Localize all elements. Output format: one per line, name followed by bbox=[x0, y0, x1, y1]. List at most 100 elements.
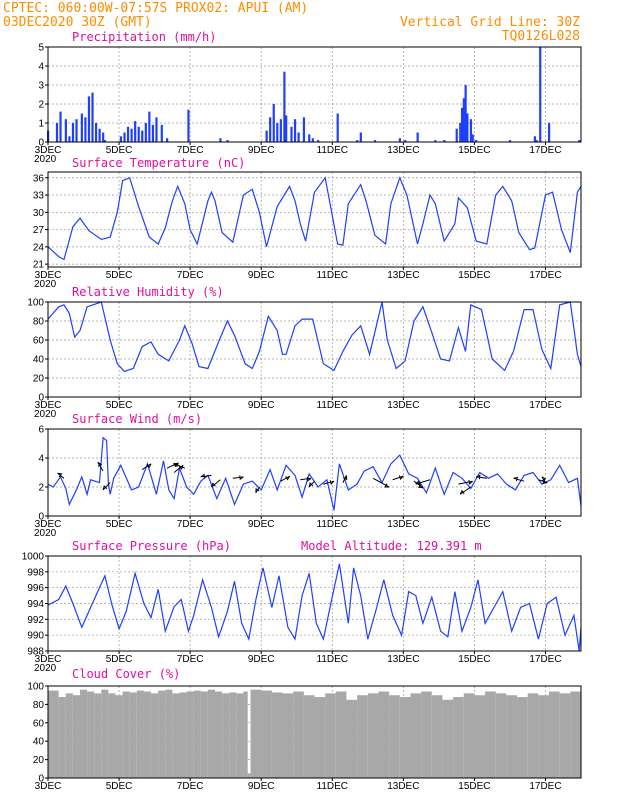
x-tick-label: 9DEC bbox=[248, 781, 275, 792]
x-tick-label: 9DEC bbox=[248, 519, 275, 530]
wind-arrow-head bbox=[468, 479, 473, 485]
precip-bar bbox=[68, 136, 71, 142]
y-tick-label: 2 bbox=[38, 100, 44, 111]
panel-title: Precipitation (mm/h) bbox=[72, 30, 217, 44]
x-tick-label: 3DEC bbox=[35, 145, 62, 156]
precip-bar bbox=[471, 134, 474, 142]
wind-arrow-head bbox=[102, 485, 108, 491]
y-tick-label: 990 bbox=[27, 631, 44, 642]
panel-title: Surface Wind (m/s) bbox=[72, 412, 202, 426]
wind-arrow bbox=[280, 475, 290, 482]
precip-bar bbox=[94, 123, 98, 142]
panel-frame bbox=[47, 46, 582, 143]
x-tick-label: 11DEC bbox=[317, 654, 349, 665]
y-tick-label: 33 bbox=[33, 191, 45, 202]
x-year-label: 2020 bbox=[34, 154, 57, 165]
y-tick-label: 21 bbox=[33, 260, 45, 271]
precip-bar bbox=[126, 126, 130, 142]
wind-arrow bbox=[342, 475, 347, 483]
x-tick-label: 13DEC bbox=[387, 400, 419, 411]
precip-bar bbox=[226, 140, 229, 142]
cloud-bar bbox=[247, 773, 251, 778]
y-tick-label: 996 bbox=[27, 583, 44, 594]
cloud-bar bbox=[179, 692, 187, 778]
cloud-bar bbox=[442, 699, 454, 778]
header: CPTEC: 060:00W-07:57S PROX02: APUI (AM) … bbox=[3, 1, 580, 44]
cloud-bar bbox=[243, 691, 248, 778]
x-year-label: 2020 bbox=[34, 279, 57, 290]
wind-arrow bbox=[413, 480, 424, 489]
header-model: TQ0126L028 bbox=[502, 29, 580, 44]
panel-title: Relative Humidity (%) bbox=[72, 285, 224, 299]
panels: 0 1 2 3 4 5 3DEC 5DEC 7DEC 9DEC 11DEC 13DEC 15DEC 17D… bbox=[22, 30, 582, 792]
wind-arrow-head bbox=[308, 482, 314, 488]
y-tick-label: 24 bbox=[33, 242, 45, 253]
precip-bar bbox=[130, 128, 133, 142]
header-grid-line: Vertical Grid Line: 30Z bbox=[400, 15, 580, 30]
y-tick-label: 1000 bbox=[22, 552, 45, 563]
panel-4: 0 2 4 6 3DEC 5DEC 7DEC 9DEC 11DEC 13DEC 15DEC 17DEC… bbox=[34, 412, 582, 539]
precip-bar bbox=[134, 121, 137, 142]
precip-bar bbox=[539, 47, 542, 142]
y-tick-label: 4 bbox=[38, 62, 44, 73]
panel-5: 988 990 992 994 996 998 1000 3DEC 5DEC 7DEC 9DEC 11… bbox=[22, 539, 582, 674]
precip-bar bbox=[533, 136, 537, 142]
x-tick-label: 3DEC bbox=[35, 400, 62, 411]
cloud-bar bbox=[101, 689, 109, 778]
precip-bar bbox=[359, 132, 362, 142]
cloud-bar bbox=[399, 697, 411, 778]
wind-arrow bbox=[300, 477, 312, 481]
cloud-bar bbox=[129, 692, 137, 778]
x-tick-label: 13DEC bbox=[387, 519, 419, 530]
precip-bar bbox=[219, 138, 222, 142]
precip-bar bbox=[276, 123, 279, 142]
x-tick-label: 11DEC bbox=[317, 145, 349, 156]
series-line bbox=[47, 436, 582, 511]
x-tick-label: 15DEC bbox=[458, 400, 490, 411]
y-tick-label: 4 bbox=[38, 454, 44, 465]
x-tick-label: 5DEC bbox=[106, 400, 133, 411]
x-tick-label: 13DEC bbox=[387, 781, 419, 792]
wind-arrow bbox=[538, 479, 548, 484]
precip-bar bbox=[102, 132, 105, 142]
precip-bar bbox=[469, 119, 473, 142]
y-tick-label: 80 bbox=[33, 317, 45, 328]
wind-arrow bbox=[211, 479, 221, 488]
cloud-bar bbox=[186, 691, 194, 778]
cloud-bar bbox=[506, 695, 518, 778]
x-tick-label: 3DEC bbox=[35, 519, 62, 530]
wind-arrow bbox=[476, 476, 487, 479]
wind-arrow-head bbox=[174, 462, 179, 468]
x-tick-label: 17DEC bbox=[529, 145, 561, 156]
x-tick-label: 3DEC bbox=[35, 781, 62, 792]
x-tick-label: 5DEC bbox=[106, 270, 133, 281]
cloud-bar bbox=[282, 693, 294, 778]
cloud-bar bbox=[527, 693, 539, 778]
y-tick-label: 998 bbox=[27, 567, 44, 578]
wind-arrow bbox=[372, 477, 390, 488]
precip-bar bbox=[373, 140, 377, 142]
series-line bbox=[47, 563, 582, 652]
precip-bar bbox=[459, 123, 462, 142]
y-tick-label: 60 bbox=[33, 718, 45, 729]
precip-bar bbox=[508, 140, 512, 142]
y-tick-label: 20 bbox=[33, 374, 45, 385]
precip-bar bbox=[265, 130, 268, 142]
cloud-bar bbox=[207, 689, 216, 778]
panel-6: 0 20 40 60 80 100 3DEC 5DEC 7DEC 9DEC 11DEC 13DEC 15… bbox=[27, 667, 582, 792]
wind-arrow bbox=[200, 474, 212, 478]
cloud-bar bbox=[79, 689, 88, 778]
wind-arrow-head bbox=[475, 474, 481, 480]
panel-frame bbox=[47, 428, 582, 517]
precip-bar bbox=[141, 130, 144, 142]
precip-bar bbox=[98, 128, 101, 142]
x-tick-label: 13DEC bbox=[387, 654, 419, 665]
wind-arrow bbox=[415, 479, 431, 485]
cloud-bar bbox=[158, 690, 166, 778]
cloud-bar bbox=[222, 693, 230, 778]
y-tick-label: 0 bbox=[38, 393, 44, 404]
cloud-bar bbox=[303, 695, 315, 778]
precip-bar bbox=[398, 138, 401, 142]
cloud-bar bbox=[236, 693, 244, 778]
